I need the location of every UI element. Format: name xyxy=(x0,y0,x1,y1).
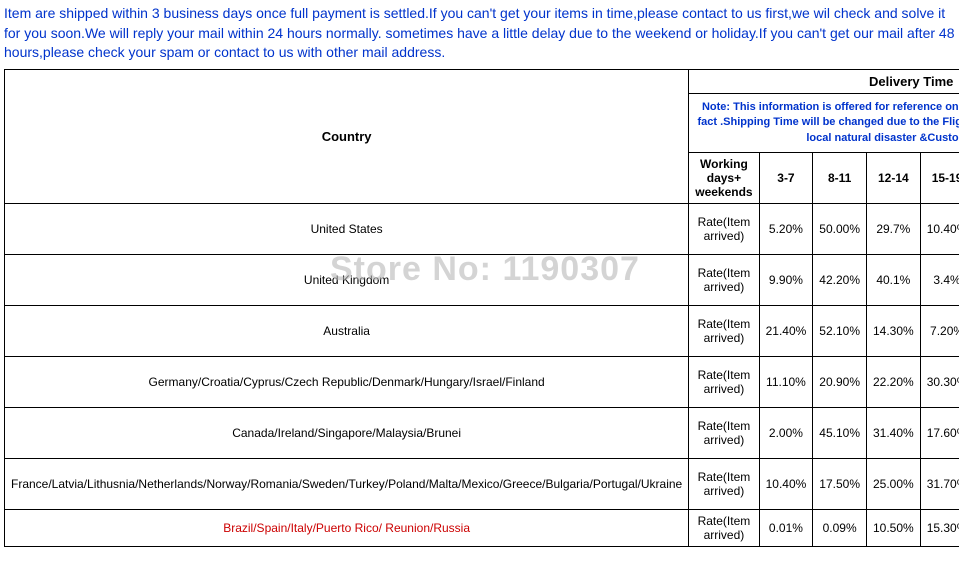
value-cell: 45.10% xyxy=(813,407,867,458)
value-cell: 31.40% xyxy=(867,407,921,458)
rate-label-cell: Rate(Item arrived) xyxy=(689,458,759,509)
value-cell: 25.00% xyxy=(867,458,921,509)
value-cell: 52.10% xyxy=(813,305,867,356)
country-header: Country xyxy=(5,69,689,203)
value-cell: 0.09% xyxy=(813,509,867,546)
value-cell: 7.20% xyxy=(920,305,959,356)
rate-label-cell: Rate(Item arrived) xyxy=(689,356,759,407)
value-cell: 10.50% xyxy=(867,509,921,546)
delivery-time-title: Delivery Time xyxy=(689,69,959,93)
note-text: Note: This information is offered for re… xyxy=(689,93,959,152)
rate-label-cell: Rate(Item arrived) xyxy=(689,305,759,356)
value-cell: 11.10% xyxy=(759,356,813,407)
rate-label-cell: Rate(Item arrived) xyxy=(689,203,759,254)
value-cell: 30.30% xyxy=(920,356,959,407)
value-cell: 42.20% xyxy=(813,254,867,305)
value-cell: 9.90% xyxy=(759,254,813,305)
country-cell: Australia xyxy=(5,305,689,356)
value-cell: 20.90% xyxy=(813,356,867,407)
value-cell: 22.20% xyxy=(867,356,921,407)
country-cell: Germany/Croatia/Cyprus/Czech Republic/De… xyxy=(5,356,689,407)
range-header: 15-19 xyxy=(920,152,959,203)
value-cell: 15.30% xyxy=(920,509,959,546)
value-cell: 17.50% xyxy=(813,458,867,509)
value-cell: 3.4% xyxy=(920,254,959,305)
rate-label-cell: Rate(Item arrived) xyxy=(689,254,759,305)
country-cell: Canada/Ireland/Singapore/Malaysia/Brunei xyxy=(5,407,689,458)
value-cell: 31.70% xyxy=(920,458,959,509)
value-cell: 0.01% xyxy=(759,509,813,546)
country-cell: Brazil/Spain/Italy/Puerto Rico/ Reunion/… xyxy=(5,509,689,546)
range-header: 8-11 xyxy=(813,152,867,203)
value-cell: 50.00% xyxy=(813,203,867,254)
country-cell: France/Latvia/Lithusnia/Netherlands/Norw… xyxy=(5,458,689,509)
value-cell: 5.20% xyxy=(759,203,813,254)
value-cell: 17.60% xyxy=(920,407,959,458)
rate-label-cell: Rate(Item arrived) xyxy=(689,509,759,546)
range-header: 3-7 xyxy=(759,152,813,203)
value-cell: 29.7% xyxy=(867,203,921,254)
value-cell: 2.00% xyxy=(759,407,813,458)
value-cell: 10.40% xyxy=(759,458,813,509)
working-days-header: Working days+ weekends xyxy=(689,152,759,203)
value-cell: 40.1% xyxy=(867,254,921,305)
country-cell: United Kingdom xyxy=(5,254,689,305)
value-cell: 21.40% xyxy=(759,305,813,356)
intro-text: Item are shipped within 3 business days … xyxy=(4,4,959,63)
range-header: 12-14 xyxy=(867,152,921,203)
rate-label-cell: Rate(Item arrived) xyxy=(689,407,759,458)
delivery-table: Country Delivery Time Note: This informa… xyxy=(4,69,959,547)
value-cell: 14.30% xyxy=(867,305,921,356)
country-cell: United States xyxy=(5,203,689,254)
value-cell: 10.40% xyxy=(920,203,959,254)
